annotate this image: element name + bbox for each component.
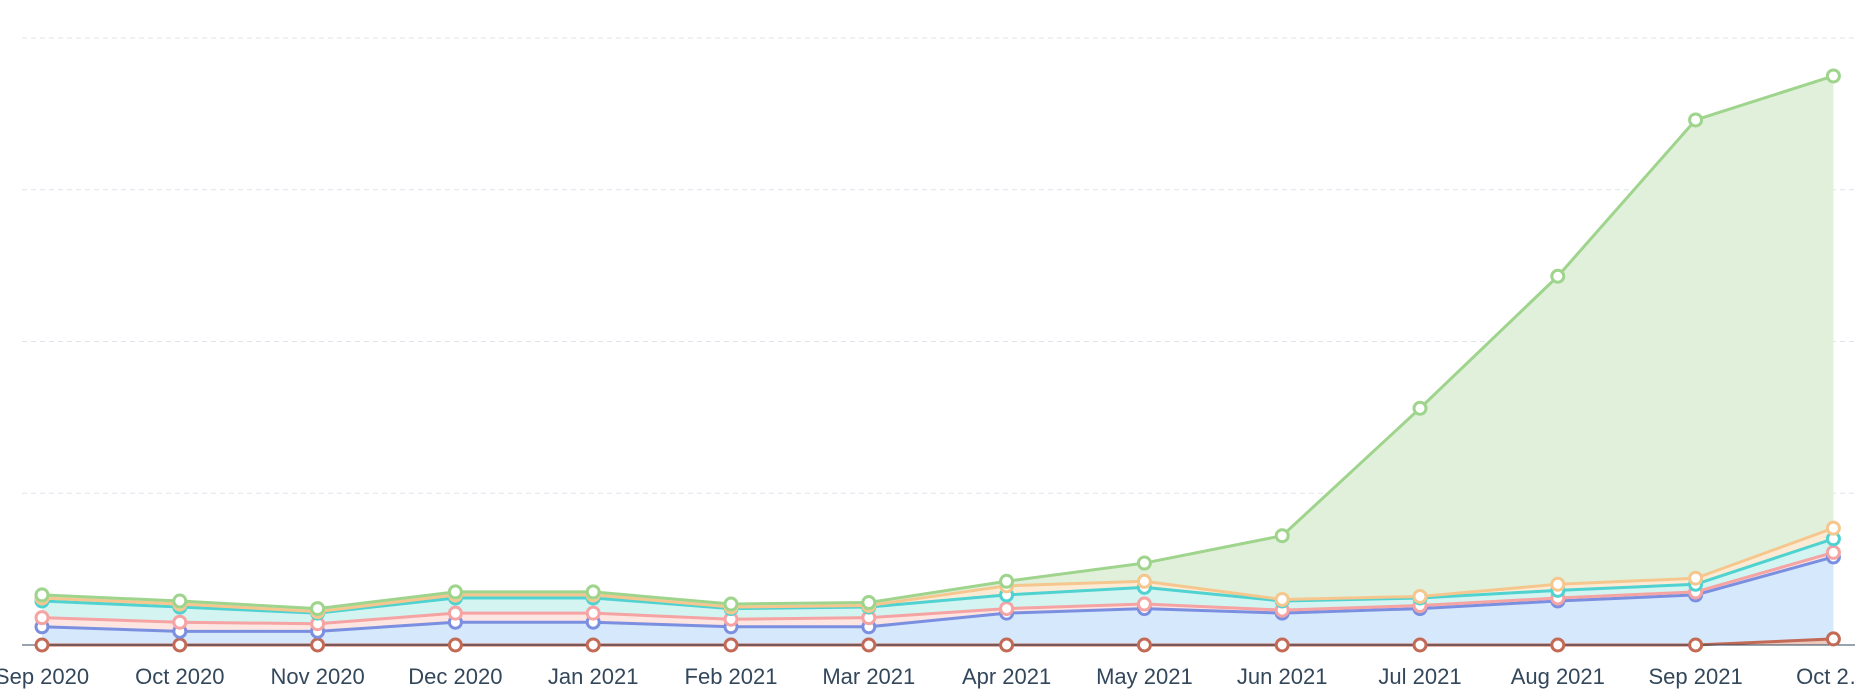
series-5-point[interactable] (1412, 588, 1428, 604)
series-3-point[interactable] (447, 605, 463, 621)
series-1-point[interactable] (999, 637, 1015, 653)
series-1-point[interactable] (1412, 637, 1428, 653)
series-5-point[interactable] (1550, 576, 1566, 592)
x-tick-label: Aug 2021 (1511, 664, 1605, 689)
series-3-point[interactable] (585, 605, 601, 621)
series-6-area (42, 75, 1834, 612)
series-1-point[interactable] (861, 637, 877, 653)
x-tick-label: May 2021 (1096, 664, 1193, 689)
x-tick-labels: Sep 2020 Oct 2020 Nov 2020 Dec 2020 Jan 2021… (0, 664, 1855, 689)
series-6-point[interactable] (172, 593, 188, 609)
series-6-point[interactable] (1412, 400, 1428, 416)
series-3-point[interactable] (172, 614, 188, 630)
series-1-point[interactable] (447, 637, 463, 653)
series-1-point[interactable] (34, 637, 50, 653)
x-tick-label: Dec 2020 (408, 664, 502, 689)
x-tick-label: Sep 2020 (0, 664, 89, 689)
series-6-point[interactable] (585, 584, 601, 600)
series-3-point[interactable] (1825, 544, 1841, 560)
series-6-point[interactable] (1550, 268, 1566, 284)
series-6-point[interactable] (310, 601, 326, 617)
series-5-point[interactable] (1825, 520, 1841, 536)
series-5-line (41, 526, 1834, 614)
x-tick-label: Nov 2020 (271, 664, 365, 689)
series-1-point[interactable] (1550, 637, 1566, 653)
series-3-point[interactable] (34, 610, 50, 626)
series-6-point[interactable] (447, 584, 463, 600)
series-1-point[interactable] (1136, 637, 1152, 653)
series-1-point[interactable] (172, 637, 188, 653)
series-1-point[interactable] (1825, 631, 1841, 647)
series-6-point[interactable] (1274, 528, 1290, 544)
series-5-point[interactable] (1136, 573, 1152, 589)
series-6-line (41, 74, 1834, 611)
series-6-point[interactable] (999, 573, 1015, 589)
x-tick-label: Feb 2021 (685, 664, 778, 689)
series-3-line (41, 550, 1834, 626)
x-tick-label: Jan 2021 (548, 664, 639, 689)
series-3-point[interactable] (999, 601, 1015, 617)
x-tick-label: Apr 2021 (962, 664, 1051, 689)
series-6-point[interactable] (1688, 112, 1704, 128)
x-tick-label: Oct 2020 (135, 664, 224, 689)
series-6-point[interactable] (1136, 555, 1152, 571)
x-tick-label: Sep 2021 (1648, 664, 1742, 689)
series-6-point[interactable] (723, 596, 739, 612)
x-tick-label: Jun 2021 (1237, 664, 1328, 689)
series-4-line (41, 537, 1834, 615)
series-4-area (42, 538, 1834, 624)
series-1-point[interactable] (723, 637, 739, 653)
series-3-point[interactable] (1136, 596, 1152, 612)
series-6-point[interactable] (1825, 68, 1841, 84)
x-tick-label: Oct 2… (1796, 664, 1855, 689)
series-6-point[interactable] (34, 587, 50, 603)
series-5-point[interactable] (1274, 591, 1290, 607)
series-6-point[interactable] (861, 595, 877, 611)
series-1-point[interactable] (310, 637, 326, 653)
series-1-point[interactable] (1688, 637, 1704, 653)
x-tick-label: Mar 2021 (822, 664, 915, 689)
series-1-point[interactable] (585, 637, 601, 653)
series-5-point[interactable] (1688, 570, 1704, 586)
series-2-line (41, 555, 1834, 633)
area-layer (42, 75, 1834, 645)
series-1-point[interactable] (1274, 637, 1290, 653)
x-tick-label: Jul 2021 (1378, 664, 1461, 689)
point-layer (34, 68, 1841, 653)
